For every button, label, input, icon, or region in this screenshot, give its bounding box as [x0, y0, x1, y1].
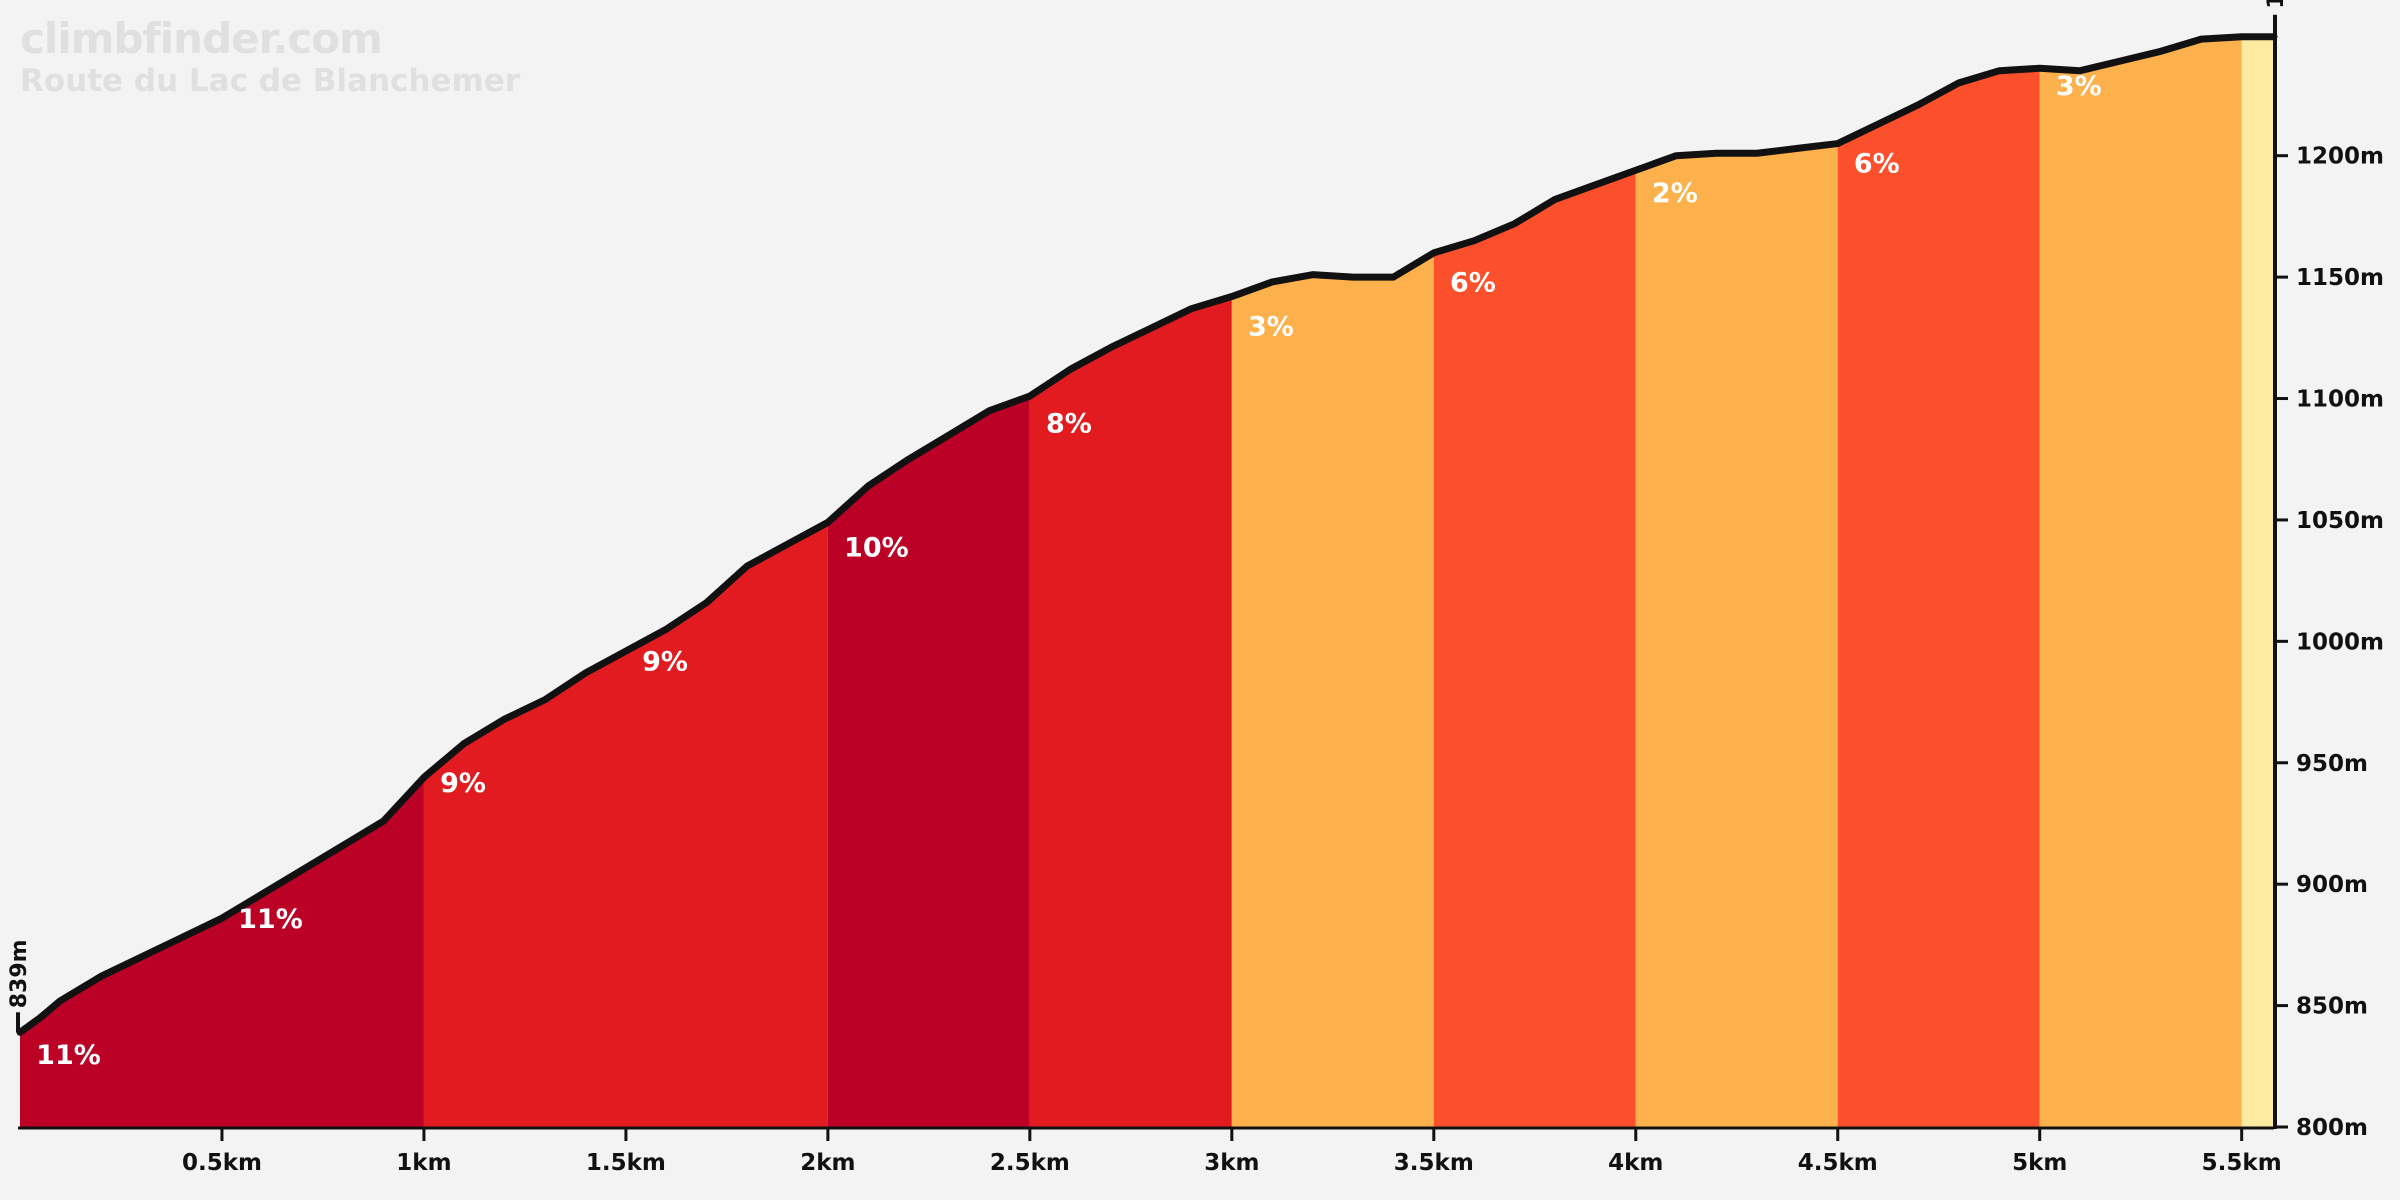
segment-0 [20, 777, 424, 1127]
grade-label: 6% [1854, 149, 1900, 180]
segment-6 [1635, 143, 1838, 1128]
segment-7 [1837, 68, 2040, 1127]
segment-8 [2039, 36, 2242, 1128]
x-tick-label: 1.5km [586, 1150, 666, 1176]
x-tick-label: 5km [2012, 1150, 2067, 1176]
y-tick-label: 1050m [2296, 508, 2384, 534]
segment-4 [1231, 252, 1434, 1128]
grade-label: 10% [844, 532, 909, 563]
y-tick-label: 1200m [2296, 144, 2384, 170]
grade-label: 2% [1652, 178, 1698, 209]
grade-label: 3% [1248, 311, 1294, 342]
y-tick-label: 1100m [2296, 387, 2384, 413]
branding: climbfinder.com Route du Lac de Blanchem… [20, 14, 520, 99]
y-tick-label: 1150m [2296, 265, 2384, 291]
grade-label: 11% [238, 904, 303, 935]
y-tick-label: 950m [2296, 751, 2368, 777]
x-tick-label: 4.5km [1798, 1150, 1878, 1176]
y-tick-label: 1000m [2296, 629, 2384, 655]
grade-label: 9% [642, 646, 688, 677]
x-tick-label: 2.5km [990, 1150, 1070, 1176]
x-tick-label: 0.5km [182, 1150, 262, 1176]
profile-line-layer [16, 33, 2278, 1036]
x-tick-label: 3.5km [1394, 1150, 1474, 1176]
start-elevation-label: 839m [7, 939, 32, 1008]
grade-labels: 11% 11% 9% 9% 10% 8% 3% 6% 2% 6% 3% [36, 71, 2102, 1071]
x-tick-label: 5.5km [2202, 1150, 2282, 1176]
grade-label: 3% [2056, 71, 2102, 102]
y-tick-label: 800m [2296, 1115, 2368, 1141]
segment-1 [423, 522, 828, 1127]
segment-9 [2241, 36, 2274, 1128]
grade-label: 9% [440, 768, 486, 799]
segment-2 [827, 396, 1030, 1127]
grade-label: 6% [1450, 268, 1496, 299]
x-tick-label: 3km [1204, 1150, 1259, 1176]
y-tick-label: 900m [2296, 872, 2368, 898]
route-name: Route du Lac de Blanchemer [20, 63, 521, 99]
gradient-segments [20, 36, 2274, 1128]
end-elevation-label: 1249m [2264, 0, 2289, 9]
axes: 0.5km 1km 1.5km 2km 2.5km 3km 3.5km 4km 4.5km 5km… [7, 0, 2384, 1176]
profile-line [16, 33, 2278, 1036]
grade-label: 11% [36, 1040, 101, 1071]
segment-3 [1029, 296, 1232, 1127]
segment-5 [1433, 170, 1636, 1128]
site-name[interactable]: climbfinder.com [20, 14, 383, 63]
x-tick-label: 1km [396, 1150, 451, 1176]
x-tick-label: 2km [800, 1150, 855, 1176]
y-tick-label: 850m [2296, 994, 2368, 1020]
grade-label: 8% [1046, 409, 1092, 440]
x-tick-label: 4km [1608, 1150, 1663, 1176]
